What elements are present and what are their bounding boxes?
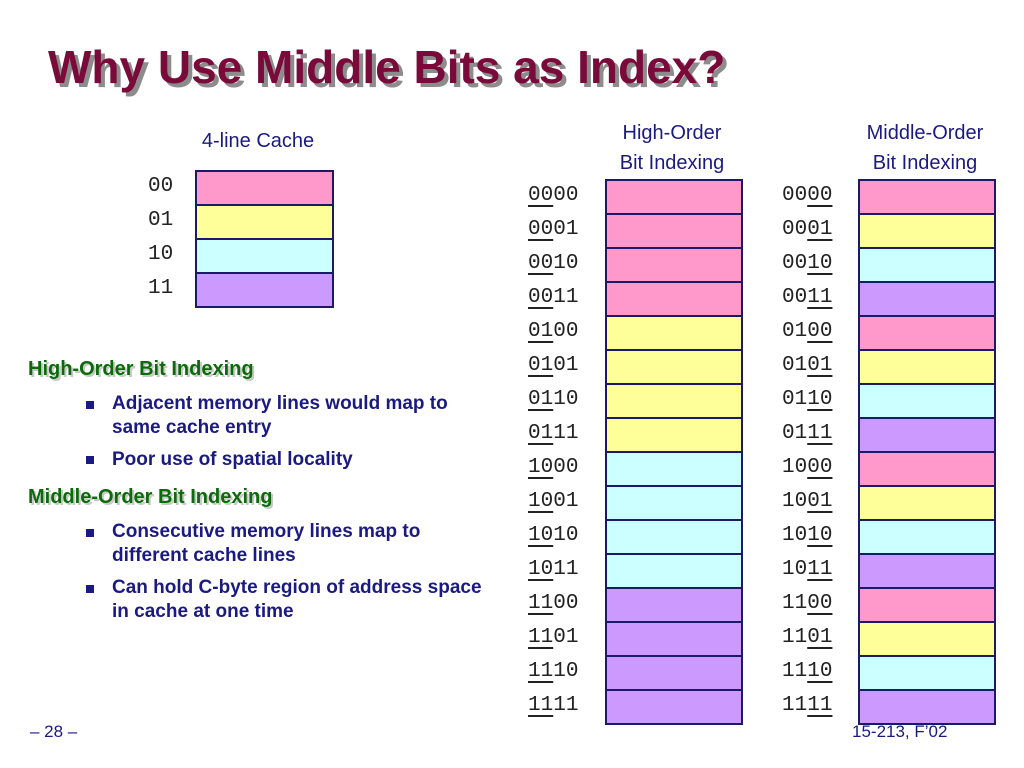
bullet-square-icon: [86, 585, 94, 593]
memory-address: 0101: [782, 354, 833, 377]
memory-address: 1010: [528, 524, 579, 547]
memory-line-0110: [605, 383, 743, 419]
memory-line-0111: [858, 417, 996, 453]
memory-line-0011: [858, 281, 996, 317]
memory-address: 0101: [528, 354, 579, 377]
memory-address: 0100: [782, 320, 833, 343]
course-label: 15-213, F’02: [852, 722, 948, 741]
memory-address: 0111: [782, 422, 833, 445]
memory-address: 0001: [782, 218, 833, 241]
middle-order-bullet-2: Can hold C-byte region of address space …: [112, 577, 482, 622]
memory-line-0110: [858, 383, 996, 419]
memory-address: 0010: [528, 252, 579, 275]
page-number: – 28 –: [30, 722, 78, 741]
memory-address: 1101: [782, 626, 833, 649]
memory-line-0111: [605, 417, 743, 453]
high-order-caption: High-Order Bit Indexing: [592, 118, 752, 178]
memory-address: 1010: [782, 524, 833, 547]
cache-line-01: [195, 204, 334, 240]
memory-address: 1000: [782, 456, 833, 479]
memory-address: 0010: [782, 252, 833, 275]
high-order-heading: High-Order Bit Indexing: [28, 358, 254, 380]
memory-address: 1000: [528, 456, 579, 479]
memory-line-1110: [605, 655, 743, 691]
middle-order-heading: Middle-Order Bit Indexing: [28, 486, 273, 508]
memory-address: 1101: [528, 626, 579, 649]
cache-line-label: 01: [148, 209, 174, 232]
memory-line-0100: [858, 315, 996, 351]
memory-line-0010: [858, 247, 996, 283]
cache-line-10: [195, 238, 334, 274]
memory-address: 1110: [528, 660, 579, 683]
memory-address: 1011: [528, 558, 579, 581]
cache-line-00: [195, 170, 334, 206]
cache-line-label: 10: [148, 243, 174, 266]
memory-line-0010: [605, 247, 743, 283]
memory-line-1101: [605, 621, 743, 657]
middle-order-bullet-1: Consecutive memory lines map to differen…: [112, 521, 421, 566]
memory-address: 1001: [782, 490, 833, 513]
high-order-caption-line1: High-Order: [622, 122, 722, 144]
memory-address: 1011: [782, 558, 833, 581]
memory-address: 1100: [782, 592, 833, 615]
memory-address: 0110: [528, 388, 579, 411]
memory-address: 0100: [528, 320, 579, 343]
bullet-square-icon: [86, 529, 94, 537]
bullet-square-icon: [86, 401, 94, 409]
memory-address: 1001: [528, 490, 579, 513]
memory-address: 0011: [528, 286, 579, 309]
memory-line-1111: [605, 689, 743, 725]
memory-line-1000: [858, 451, 996, 487]
memory-address: 0011: [782, 286, 833, 309]
memory-line-0001: [858, 213, 996, 249]
middle-order-caption-line2: Bit Indexing: [872, 152, 978, 174]
high-order-bullet-1: Adjacent memory lines would map to same …: [112, 393, 448, 438]
memory-line-1100: [858, 587, 996, 623]
high-order-caption-line2: Bit Indexing: [619, 152, 725, 174]
middle-order-caption: Middle-Order Bit Indexing: [840, 118, 1010, 178]
memory-line-1010: [858, 519, 996, 555]
memory-line-0100: [605, 315, 743, 351]
memory-line-1010: [605, 519, 743, 555]
memory-line-1001: [605, 485, 743, 521]
memory-line-1110: [858, 655, 996, 691]
cache-caption: 4-line Cache: [201, 130, 315, 152]
memory-line-1100: [605, 587, 743, 623]
memory-line-0011: [605, 281, 743, 317]
memory-line-1111: [858, 689, 996, 725]
cache-line-11: [195, 272, 334, 308]
memory-line-1001: [858, 485, 996, 521]
memory-address: 0000: [782, 184, 833, 207]
high-order-bullet-2: Poor use of spatial locality: [112, 449, 353, 470]
bullet-square-icon: [86, 456, 94, 464]
memory-line-0001: [605, 213, 743, 249]
memory-address: 0110: [782, 388, 833, 411]
memory-line-1011: [858, 553, 996, 589]
slide-title: Why Use Middle Bits as Index?: [48, 41, 726, 93]
memory-address: 1111: [528, 694, 579, 717]
memory-line-0101: [605, 349, 743, 385]
memory-address: 1110: [782, 660, 833, 683]
cache-line-label: 11: [148, 277, 174, 300]
cache-line-label: 00: [148, 175, 174, 198]
memory-line-0101: [858, 349, 996, 385]
memory-address: 0111: [528, 422, 579, 445]
memory-address: 0001: [528, 218, 579, 241]
memory-address: 1111: [782, 694, 833, 717]
memory-line-0000: [858, 179, 996, 215]
memory-line-0000: [605, 179, 743, 215]
memory-line-1000: [605, 451, 743, 487]
memory-address: 0000: [528, 184, 579, 207]
middle-order-caption-line1: Middle-Order: [866, 122, 984, 144]
memory-line-1101: [858, 621, 996, 657]
memory-address: 1100: [528, 592, 579, 615]
memory-line-1011: [605, 553, 743, 589]
